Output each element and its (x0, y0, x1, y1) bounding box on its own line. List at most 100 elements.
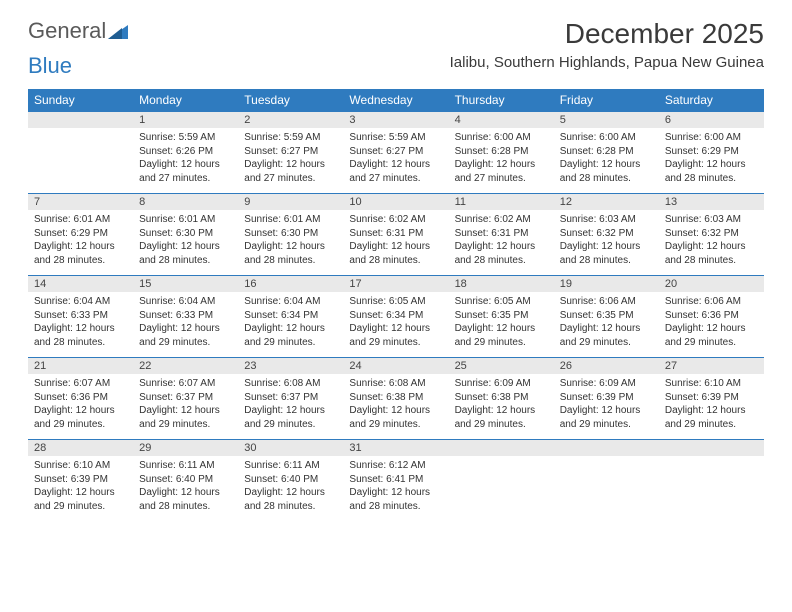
day-body: Sunrise: 5:59 AMSunset: 6:26 PMDaylight:… (133, 128, 238, 193)
dayhead-mon: Monday (133, 89, 238, 112)
day-number: 8 (133, 194, 238, 210)
day-body: Sunrise: 6:00 AMSunset: 6:29 PMDaylight:… (659, 128, 764, 193)
logo-triangle-icon (108, 23, 128, 39)
logo-word2: Blue (28, 53, 72, 79)
day-number: 26 (554, 358, 659, 374)
day-number: 23 (238, 358, 343, 374)
day-body: Sunrise: 5:59 AMSunset: 6:27 PMDaylight:… (343, 128, 448, 193)
day-body: Sunrise: 6:08 AMSunset: 6:38 PMDaylight:… (343, 374, 448, 439)
day-number: 10 (343, 194, 448, 210)
day-cell: 13Sunrise: 6:03 AMSunset: 6:32 PMDayligh… (659, 194, 764, 276)
day-body: Sunrise: 6:04 AMSunset: 6:33 PMDaylight:… (28, 292, 133, 357)
calendar-page: General December 2025 Ialibu, Southern H… (0, 0, 792, 539)
day-cell: 11Sunrise: 6:02 AMSunset: 6:31 PMDayligh… (449, 194, 554, 276)
day-cell (554, 440, 659, 522)
dayhead-sat: Saturday (659, 89, 764, 112)
day-cell: 24Sunrise: 6:08 AMSunset: 6:38 PMDayligh… (343, 358, 448, 440)
day-number: 16 (238, 276, 343, 292)
day-body: Sunrise: 6:07 AMSunset: 6:36 PMDaylight:… (28, 374, 133, 439)
day-cell: 28Sunrise: 6:10 AMSunset: 6:39 PMDayligh… (28, 440, 133, 522)
day-cell: 25Sunrise: 6:09 AMSunset: 6:38 PMDayligh… (449, 358, 554, 440)
day-number: 7 (28, 194, 133, 210)
day-number: 2 (238, 112, 343, 128)
week-row: 1Sunrise: 5:59 AMSunset: 6:26 PMDaylight… (28, 112, 764, 194)
day-cell: 8Sunrise: 6:01 AMSunset: 6:30 PMDaylight… (133, 194, 238, 276)
day-body: Sunrise: 6:04 AMSunset: 6:34 PMDaylight:… (238, 292, 343, 357)
day-number: 18 (449, 276, 554, 292)
day-number: 14 (28, 276, 133, 292)
day-body: Sunrise: 6:03 AMSunset: 6:32 PMDaylight:… (659, 210, 764, 275)
day-body: Sunrise: 6:03 AMSunset: 6:32 PMDaylight:… (554, 210, 659, 275)
day-body: Sunrise: 6:10 AMSunset: 6:39 PMDaylight:… (659, 374, 764, 439)
day-number: 24 (343, 358, 448, 374)
calendar-table: Sunday Monday Tuesday Wednesday Thursday… (28, 89, 764, 521)
day-header-row: Sunday Monday Tuesday Wednesday Thursday… (28, 89, 764, 112)
day-body: Sunrise: 6:07 AMSunset: 6:37 PMDaylight:… (133, 374, 238, 439)
day-cell: 15Sunrise: 6:04 AMSunset: 6:33 PMDayligh… (133, 276, 238, 358)
day-cell: 21Sunrise: 6:07 AMSunset: 6:36 PMDayligh… (28, 358, 133, 440)
day-cell: 27Sunrise: 6:10 AMSunset: 6:39 PMDayligh… (659, 358, 764, 440)
day-number: 28 (28, 440, 133, 456)
day-number: 19 (554, 276, 659, 292)
day-cell: 18Sunrise: 6:05 AMSunset: 6:35 PMDayligh… (449, 276, 554, 358)
week-row: 28Sunrise: 6:10 AMSunset: 6:39 PMDayligh… (28, 440, 764, 522)
day-cell: 30Sunrise: 6:11 AMSunset: 6:40 PMDayligh… (238, 440, 343, 522)
day-number: 17 (343, 276, 448, 292)
week-row: 14Sunrise: 6:04 AMSunset: 6:33 PMDayligh… (28, 276, 764, 358)
day-number: 13 (659, 194, 764, 210)
day-number: 6 (659, 112, 764, 128)
day-cell: 19Sunrise: 6:06 AMSunset: 6:35 PMDayligh… (554, 276, 659, 358)
week-row: 21Sunrise: 6:07 AMSunset: 6:36 PMDayligh… (28, 358, 764, 440)
day-cell: 4Sunrise: 6:00 AMSunset: 6:28 PMDaylight… (449, 112, 554, 194)
day-number: 5 (554, 112, 659, 128)
logo-word1: General (28, 18, 106, 44)
day-cell: 12Sunrise: 6:03 AMSunset: 6:32 PMDayligh… (554, 194, 659, 276)
day-body: Sunrise: 6:00 AMSunset: 6:28 PMDaylight:… (449, 128, 554, 193)
day-cell (659, 440, 764, 522)
day-number: 15 (133, 276, 238, 292)
day-cell: 29Sunrise: 6:11 AMSunset: 6:40 PMDayligh… (133, 440, 238, 522)
day-cell: 10Sunrise: 6:02 AMSunset: 6:31 PMDayligh… (343, 194, 448, 276)
month-title: December 2025 (450, 18, 764, 50)
day-cell: 20Sunrise: 6:06 AMSunset: 6:36 PMDayligh… (659, 276, 764, 358)
day-body: Sunrise: 6:02 AMSunset: 6:31 PMDaylight:… (343, 210, 448, 275)
day-body: Sunrise: 6:06 AMSunset: 6:35 PMDaylight:… (554, 292, 659, 357)
day-number: 11 (449, 194, 554, 210)
day-number: 21 (28, 358, 133, 374)
day-number: 27 (659, 358, 764, 374)
day-cell: 16Sunrise: 6:04 AMSunset: 6:34 PMDayligh… (238, 276, 343, 358)
day-number: 29 (133, 440, 238, 456)
day-body: Sunrise: 6:02 AMSunset: 6:31 PMDaylight:… (449, 210, 554, 275)
title-block: December 2025 Ialibu, Southern Highlands… (450, 18, 764, 71)
day-number: 22 (133, 358, 238, 374)
day-cell: 17Sunrise: 6:05 AMSunset: 6:34 PMDayligh… (343, 276, 448, 358)
day-cell: 7Sunrise: 6:01 AMSunset: 6:29 PMDaylight… (28, 194, 133, 276)
day-number: 30 (238, 440, 343, 456)
day-cell: 3Sunrise: 5:59 AMSunset: 6:27 PMDaylight… (343, 112, 448, 194)
day-cell (28, 112, 133, 194)
day-cell: 9Sunrise: 6:01 AMSunset: 6:30 PMDaylight… (238, 194, 343, 276)
day-body: Sunrise: 6:04 AMSunset: 6:33 PMDaylight:… (133, 292, 238, 357)
day-body: Sunrise: 6:01 AMSunset: 6:30 PMDaylight:… (133, 210, 238, 275)
day-body: Sunrise: 6:08 AMSunset: 6:37 PMDaylight:… (238, 374, 343, 439)
day-number: 3 (343, 112, 448, 128)
day-cell: 22Sunrise: 6:07 AMSunset: 6:37 PMDayligh… (133, 358, 238, 440)
day-number: 9 (238, 194, 343, 210)
day-number: 25 (449, 358, 554, 374)
dayhead-sun: Sunday (28, 89, 133, 112)
day-body: Sunrise: 6:06 AMSunset: 6:36 PMDaylight:… (659, 292, 764, 357)
day-number: 4 (449, 112, 554, 128)
day-body: Sunrise: 6:09 AMSunset: 6:38 PMDaylight:… (449, 374, 554, 439)
day-cell: 26Sunrise: 6:09 AMSunset: 6:39 PMDayligh… (554, 358, 659, 440)
day-body: Sunrise: 6:05 AMSunset: 6:34 PMDaylight:… (343, 292, 448, 357)
day-body: Sunrise: 6:01 AMSunset: 6:30 PMDaylight:… (238, 210, 343, 275)
day-cell: 31Sunrise: 6:12 AMSunset: 6:41 PMDayligh… (343, 440, 448, 522)
day-number: 20 (659, 276, 764, 292)
day-number: 12 (554, 194, 659, 210)
dayhead-wed: Wednesday (343, 89, 448, 112)
day-body: Sunrise: 6:01 AMSunset: 6:29 PMDaylight:… (28, 210, 133, 275)
day-cell (449, 440, 554, 522)
week-row: 7Sunrise: 6:01 AMSunset: 6:29 PMDaylight… (28, 194, 764, 276)
day-body: Sunrise: 6:09 AMSunset: 6:39 PMDaylight:… (554, 374, 659, 439)
day-cell: 2Sunrise: 5:59 AMSunset: 6:27 PMDaylight… (238, 112, 343, 194)
